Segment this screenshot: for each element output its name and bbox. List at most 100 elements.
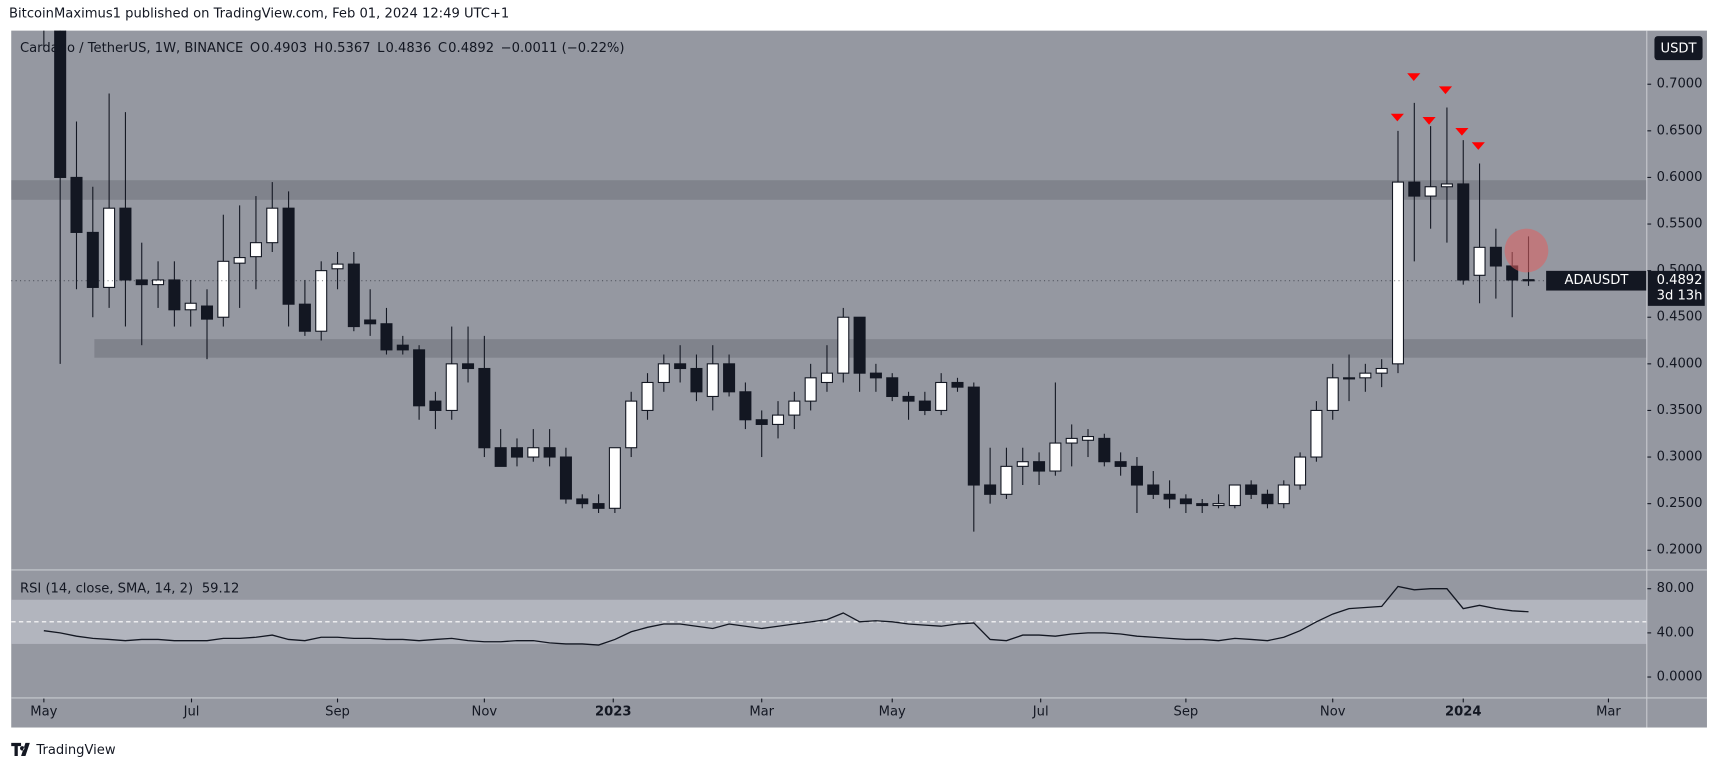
candle-body	[820, 372, 833, 384]
candle-body	[1359, 372, 1372, 379]
candle-body	[918, 400, 931, 411]
candle-body	[103, 207, 116, 288]
logo-icon	[11, 742, 30, 756]
candle-body	[331, 263, 344, 270]
candle-body	[1473, 246, 1486, 276]
axes: USDT0.70000.65000.60000.55000.50000.4500…	[11, 36, 1705, 720]
candle-body	[690, 367, 703, 393]
candle-body	[967, 386, 980, 486]
candle-body	[1130, 465, 1143, 486]
legend-letter: L	[377, 41, 385, 56]
candle-body	[1212, 503, 1225, 507]
candle-body	[869, 372, 882, 379]
candle-body	[1343, 377, 1356, 380]
candle-body	[625, 400, 638, 449]
candle-body	[853, 316, 866, 374]
candle-body	[1196, 503, 1209, 507]
y-tick-label: 0.4500	[1657, 310, 1703, 325]
candle-body	[119, 207, 132, 281]
candle-body	[804, 377, 817, 402]
y-tick-label: 0.3000	[1657, 450, 1703, 465]
currency-box	[1654, 36, 1703, 61]
candle-body	[1000, 465, 1013, 495]
legend-value: 0.4892	[448, 41, 494, 56]
candle-body	[1277, 484, 1290, 505]
y-tick-label: 0.2000	[1657, 543, 1703, 558]
candle-body	[1245, 484, 1258, 495]
candle-body	[315, 270, 328, 332]
candle-body	[1375, 367, 1388, 374]
candle-body	[233, 257, 246, 264]
y-tick-label: 0.6500	[1657, 123, 1703, 138]
candle-body	[592, 503, 605, 509]
legend-letter: O	[250, 41, 260, 56]
y-tick-label: 0.5500	[1657, 217, 1703, 232]
x-tick-label: Sep	[1174, 705, 1199, 720]
candle-body	[1440, 183, 1453, 188]
legend-change: −0.0011 (−0.22%)	[501, 41, 625, 56]
top-markers	[1390, 73, 1485, 150]
candle-body	[413, 349, 426, 407]
candle-body	[837, 316, 850, 374]
legend-letter: C	[438, 41, 447, 56]
candle-body	[1326, 377, 1339, 411]
last-price: 0.4892	[1657, 273, 1703, 288]
y-tick-label: 0.6000	[1657, 170, 1703, 185]
candle-body	[723, 363, 736, 393]
zone	[11, 180, 1647, 200]
marker	[1390, 113, 1404, 122]
candle-body	[1391, 181, 1405, 365]
candle-body	[902, 395, 915, 402]
candle-body	[543, 447, 556, 458]
legend-title: Cardano / TetherUS, 1W, BINANCE	[20, 41, 243, 56]
candle-body	[364, 319, 377, 325]
candle-body	[527, 447, 540, 458]
candle-body	[380, 323, 393, 351]
candle-body	[657, 363, 670, 384]
candle-body	[706, 363, 719, 398]
candle-body	[445, 363, 458, 411]
brand: TradingView	[35, 743, 115, 758]
rsi-tick-label: 0.0000	[1657, 670, 1703, 685]
candle-body	[1310, 409, 1323, 458]
rsi-tick-label: 80.00	[1657, 581, 1695, 596]
legend-value: 0.4836	[386, 41, 432, 56]
candle-body	[86, 231, 99, 288]
legend-value: 0.4903	[261, 41, 307, 56]
price-pane	[11, 30, 1647, 532]
x-tick-label: Mar	[749, 705, 774, 720]
candle-body	[494, 447, 507, 467]
candle-body	[576, 498, 589, 505]
zone	[94, 339, 1647, 358]
candle-body	[984, 484, 997, 495]
candle-body	[608, 447, 621, 509]
candle-body	[135, 279, 148, 286]
legend-letter: H	[314, 41, 324, 56]
legend-value: 0.5367	[325, 41, 371, 56]
symbol-box	[1546, 270, 1647, 291]
candle-body	[1016, 461, 1029, 467]
highlight-circle	[1504, 228, 1549, 273]
candle-body	[1065, 437, 1078, 444]
candle-body	[152, 279, 165, 286]
candle-body	[1408, 181, 1421, 197]
currency: USDT	[1660, 42, 1697, 57]
y-tick-label: 0.4000	[1657, 356, 1703, 371]
marker	[1471, 142, 1485, 150]
candle-body	[266, 207, 279, 244]
marker	[1455, 128, 1469, 136]
candle-body	[396, 344, 409, 351]
candle-body	[217, 260, 230, 318]
candle-body	[641, 381, 654, 411]
candle-body	[1228, 484, 1241, 507]
candle-body	[462, 363, 475, 370]
rsi-pane	[11, 585, 1647, 646]
rsi-line	[43, 585, 1529, 646]
candle-body	[951, 381, 964, 388]
y-tick-label: 0.2500	[1657, 496, 1703, 511]
candle-body	[54, 30, 67, 178]
marker	[1407, 73, 1421, 81]
candle-body	[1261, 493, 1274, 505]
logo: TradingView	[11, 742, 116, 758]
